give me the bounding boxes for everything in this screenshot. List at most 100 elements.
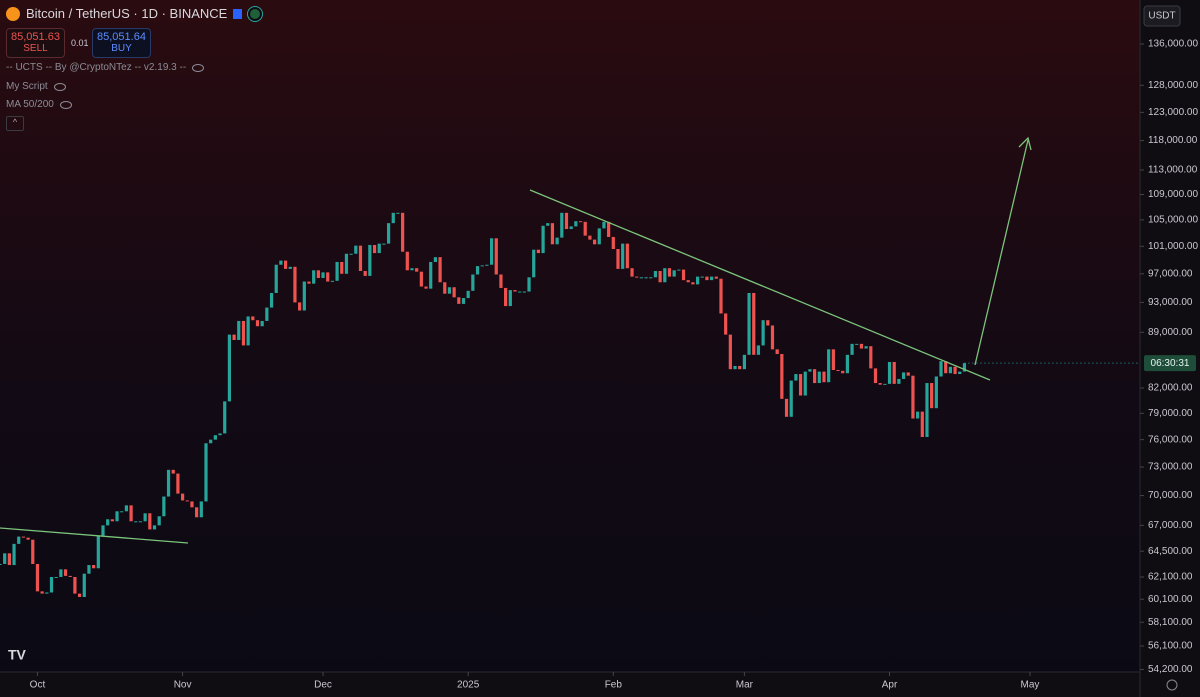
candle — [489, 238, 494, 265]
candle — [897, 378, 901, 384]
x-tick-label: 2025 — [457, 680, 480, 691]
candle — [803, 371, 807, 396]
candle — [672, 270, 676, 277]
candle — [372, 244, 377, 254]
y-tick-label: 113,000.00 — [1148, 165, 1198, 176]
countdown: 06:30:31 — [1151, 358, 1190, 369]
candle — [887, 361, 892, 384]
indicator[interactable]: MA 50/200 — [6, 99, 72, 110]
candle — [560, 212, 564, 238]
candle — [96, 535, 100, 569]
candle — [433, 257, 438, 262]
candle — [457, 297, 461, 304]
candle — [611, 236, 615, 250]
eye-icon[interactable] — [59, 100, 72, 109]
candle — [232, 334, 236, 340]
candle — [536, 249, 540, 254]
candle — [480, 265, 484, 267]
x-tick-label: Oct — [30, 680, 46, 691]
countdown-tag — [1144, 355, 1196, 372]
candle — [597, 228, 601, 245]
candle — [766, 320, 770, 326]
candle — [616, 249, 620, 269]
y-tick-label: 60,100.00 — [1148, 594, 1193, 605]
candle — [873, 368, 878, 384]
candle — [3, 553, 7, 564]
candle — [199, 501, 203, 518]
candle — [106, 519, 110, 526]
currency-box[interactable] — [1143, 5, 1181, 27]
indicator[interactable]: -- UCTS -- By @CryptoNTez -- v2.19.3 -- — [6, 62, 205, 73]
x-tick-label: Nov — [174, 680, 192, 691]
candle — [780, 354, 784, 399]
buy-label: BUY — [111, 43, 132, 54]
price-axis-panel — [1140, 0, 1200, 697]
candle — [363, 270, 367, 276]
candle — [508, 290, 512, 307]
candle — [288, 266, 292, 269]
candle — [77, 593, 82, 597]
settings-icon[interactable] — [1166, 679, 1178, 691]
x-tick-label: Dec — [314, 680, 332, 691]
candle — [340, 261, 344, 274]
plot-background — [0, 0, 1140, 672]
spread: 0.01 — [71, 38, 89, 48]
collapse-button[interactable]: ^ — [6, 116, 24, 131]
candle — [518, 291, 522, 293]
y-tick-label: 89,000.00 — [1148, 327, 1193, 338]
y-tick-label: 109,000.00 — [1148, 189, 1198, 200]
candle — [761, 320, 765, 346]
candle — [152, 525, 157, 530]
buy-button[interactable]: 85,051.64 BUY — [92, 28, 151, 58]
symbol-header: Bitcoin / TetherUS · 1D · BINANCE — [6, 6, 263, 21]
candle — [274, 264, 278, 293]
candle — [204, 443, 208, 502]
y-tick-label: 76,000.00 — [1148, 434, 1193, 445]
y-tick-label: 118,000.00 — [1148, 135, 1198, 146]
candle — [719, 278, 723, 314]
candle — [307, 281, 311, 284]
candle — [892, 361, 896, 384]
candle — [878, 383, 882, 385]
candle — [944, 361, 948, 374]
sell-button[interactable]: 85,051.63 SELL — [6, 28, 65, 58]
candle — [419, 271, 423, 287]
candle — [260, 320, 264, 327]
indicator[interactable]: My Script — [6, 81, 66, 92]
candle — [588, 235, 592, 240]
candle — [798, 374, 803, 396]
candle — [195, 507, 199, 518]
candle — [293, 266, 297, 303]
candle — [101, 525, 105, 536]
candle — [405, 251, 409, 271]
candle — [87, 565, 91, 574]
candle — [115, 511, 119, 522]
candle — [578, 221, 583, 223]
eye-icon[interactable] — [192, 63, 205, 72]
candle — [63, 569, 68, 576]
candle — [326, 272, 330, 282]
candle — [747, 292, 751, 355]
candle — [841, 370, 845, 374]
status-dot — [248, 6, 263, 21]
candle — [180, 493, 185, 501]
candle — [134, 521, 138, 523]
candle — [789, 380, 793, 417]
candle — [157, 516, 161, 526]
time-axis-panel — [0, 672, 1140, 697]
flag-icon[interactable] — [233, 8, 243, 19]
candle — [845, 354, 849, 374]
candle — [939, 361, 943, 377]
y-tick-label: 93,000.00 — [1148, 297, 1193, 308]
y-tick-label: 101,000.00 — [1148, 241, 1198, 252]
candle — [953, 366, 957, 375]
candle — [410, 268, 414, 271]
candle — [7, 553, 11, 566]
y-tick-label: 136,000.00 — [1148, 39, 1198, 50]
candle — [461, 298, 466, 304]
candle — [443, 282, 447, 294]
eye-icon[interactable] — [53, 82, 66, 91]
candle — [283, 260, 288, 269]
candle — [916, 411, 920, 419]
